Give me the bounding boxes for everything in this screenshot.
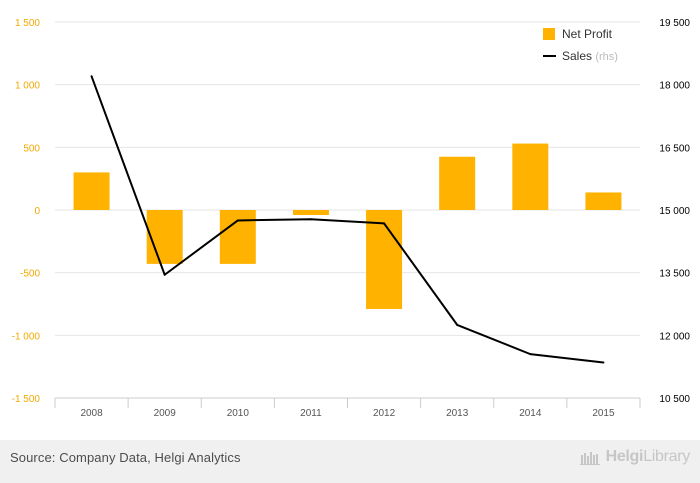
- bar-net-profit-2015: [585, 192, 622, 210]
- y-right-tick-label: 16 500: [659, 143, 690, 154]
- x-axis: 2008 2009 2010 2011 2012 2013 2014 2015: [54, 397, 641, 419]
- sales-line-group: [90, 75, 605, 364]
- sales-point-2015: [602, 361, 605, 364]
- legend: Net Profit Sales (rhs): [543, 27, 618, 63]
- sales-point-2011: [309, 218, 312, 221]
- x-tick-label: 2012: [373, 408, 396, 419]
- library-icon: [579, 452, 600, 465]
- y-left-tick-label: 1 000: [15, 81, 40, 92]
- sales-point-2009: [163, 273, 166, 276]
- x-tick-label: 2015: [592, 408, 615, 419]
- legend-label-sales-suffix: (rhs): [595, 51, 618, 63]
- x-tick-label: 2010: [227, 408, 250, 419]
- bar-net-profit-2008: [73, 172, 110, 210]
- y-left-tick-label: 500: [23, 143, 40, 154]
- footer: Source: Company Data, Helgi Analytics He…: [0, 440, 700, 483]
- brand-logo: HelgiLibrary: [579, 448, 691, 466]
- y-right-tick-label: 13 500: [659, 269, 690, 280]
- y-right-tick-label: 19 500: [659, 18, 690, 29]
- sales-line: [90, 75, 604, 364]
- legend-swatch-net-profit: [543, 28, 555, 40]
- y-left-tick-label: 0: [34, 206, 40, 217]
- y-left-tick-label: -1 500: [12, 394, 41, 405]
- x-tick-label: 2014: [519, 408, 542, 419]
- legend-label-net-profit: Net Profit: [562, 27, 613, 41]
- brand-name: HelgiLibrary: [605, 448, 691, 466]
- sales-point-2012: [383, 222, 386, 225]
- y-axis-left: 1 500 1 000 500 0 -500 -1 000 -1 500: [12, 18, 41, 405]
- sales-point-2008: [90, 75, 93, 78]
- brand-light: Library: [643, 448, 690, 465]
- x-tick-label: 2011: [300, 408, 322, 419]
- bar-net-profit-2009: [146, 210, 183, 264]
- net-profit-bars: [73, 143, 622, 310]
- y-right-tick-label: 12 000: [659, 331, 690, 342]
- bar-net-profit-2012: [366, 210, 403, 310]
- brand-bold: Helgi: [605, 448, 644, 465]
- source-note: Source: Company Data, Helgi Analytics: [10, 450, 241, 465]
- y-left-tick-label: -1 000: [12, 331, 41, 342]
- sales-point-2013: [456, 323, 459, 326]
- y-axis-right: 19 500 18 000 16 500 15 000 13 500 12 000 10 5…: [659, 18, 690, 405]
- y-right-tick-label: 15 000: [659, 206, 690, 217]
- bar-net-profit-2014: [512, 143, 549, 210]
- bar-net-profit-2013: [439, 156, 476, 210]
- chart: 2008 2009 2010 2011 2012 2013 2014 2015 1 5001 …: [0, 0, 700, 440]
- sales-point-2010: [236, 219, 239, 222]
- y-right-tick-label: 18 000: [659, 81, 690, 92]
- x-tick-label: 2009: [154, 408, 177, 419]
- legend-label-sales: Sales (rhs): [562, 49, 618, 63]
- y-left-tick-label: 1 500: [15, 18, 40, 29]
- plot-background: [0, 0, 700, 440]
- bar-net-profit-2011: [292, 210, 329, 216]
- x-tick-label: 2008: [80, 408, 103, 419]
- sales-point-2014: [529, 353, 532, 356]
- x-tick-label: 2013: [446, 408, 469, 419]
- bar-net-profit-2010: [219, 210, 256, 264]
- y-right-tick-label: 10 500: [659, 394, 690, 405]
- y-left-tick-label: -500: [20, 269, 40, 280]
